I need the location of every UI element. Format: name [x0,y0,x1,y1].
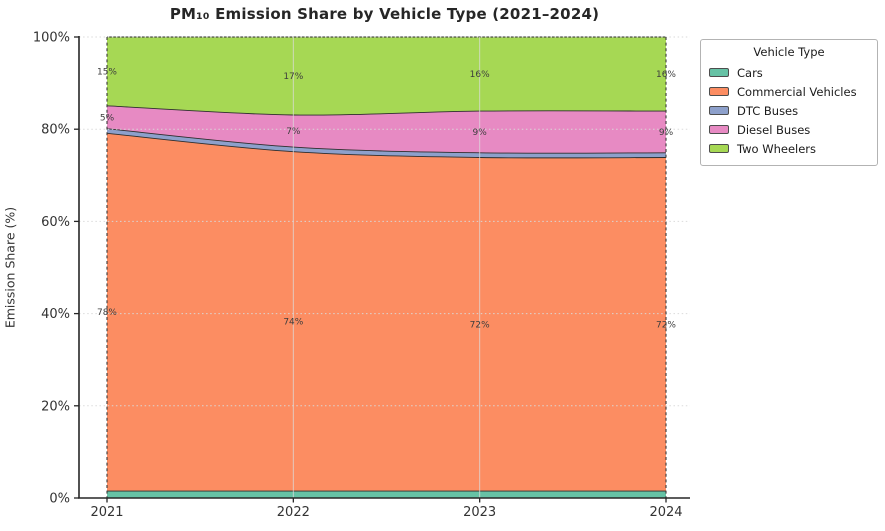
data-label-commercial-vehicles-2021: 78% [97,308,117,318]
legend: Vehicle Type Cars Commercial Vehicles DTC … [700,39,878,166]
data-label-two-wheelers-2022: 17% [283,72,303,82]
data-label-two-wheelers-2021: 15% [97,67,117,77]
data-label-commercial-vehicles-2024: 72% [656,320,676,330]
y-tick-label-20: 20% [41,399,70,414]
data-label-two-wheelers-2023: 16% [470,70,490,80]
legend-label-commercial-vehicles: Commercial Vehicles [737,84,857,99]
legend-item-commercial-vehicles: Commercial Vehicles [709,82,869,101]
x-tick-label-2021: 2021 [90,505,123,520]
data-label-diesel-buses-2022: 7% [286,127,301,137]
chart-title: PM₁₀ Emission Share by Vehicle Type (202… [169,5,600,23]
legend-label-dtc-buses: DTC Buses [737,103,799,118]
area-two-wheelers [107,37,666,116]
x-tick-label-2023: 2023 [463,505,496,520]
area-edge-commercial-vehicles [106,132,667,159]
legend-item-two-wheelers: Two Wheelers [709,139,869,158]
data-label-diesel-buses-2024: 9% [659,128,674,138]
data-label-commercial-vehicles-2023: 72% [470,320,490,330]
y-tick-label-0: 0% [49,492,70,507]
legend-title: Vehicle Type [753,45,825,59]
data-label-two-wheelers-2024: 16% [656,70,676,80]
legend-label-diesel-buses: Diesel Buses [737,122,811,137]
x-tick-label-2024: 2024 [649,505,682,520]
legend-label-two-wheelers: Two Wheelers [737,141,817,156]
legend-item-dtc-buses: DTC Buses [709,101,869,120]
data-label-diesel-buses-2023: 9% [473,128,488,138]
legend-swatch-diesel-buses [709,124,729,135]
legend-swatch-cars [709,67,729,78]
y-tick-label-100: 100% [33,31,70,46]
y-tick-label-60: 60% [41,215,70,230]
legend-item-diesel-buses: Diesel Buses [709,120,869,139]
data-label-diesel-buses-2021: 5% [100,113,115,123]
legend-item-cars: Cars [709,63,869,82]
legend-swatch-commercial-vehicles [709,86,729,97]
y-tick-label-80: 80% [41,123,70,138]
area-dtc-buses [107,128,666,158]
legend-swatch-dtc-buses [709,105,729,116]
legend-items: Cars Commercial Vehicles DTC Buses Diesel B… [709,63,869,158]
data-label-commercial-vehicles-2022: 74% [283,317,303,327]
x-tick-label-2022: 2022 [277,505,310,520]
area-edge-dtc-buses [106,128,667,154]
y-tick-label-40: 40% [41,307,70,322]
legend-label-cars: Cars [737,65,763,80]
area-edge-diesel-buses [106,105,667,116]
area-cars [107,491,666,498]
legend-swatch-two-wheelers [709,143,729,154]
area-commercial-vehicles [107,133,666,492]
